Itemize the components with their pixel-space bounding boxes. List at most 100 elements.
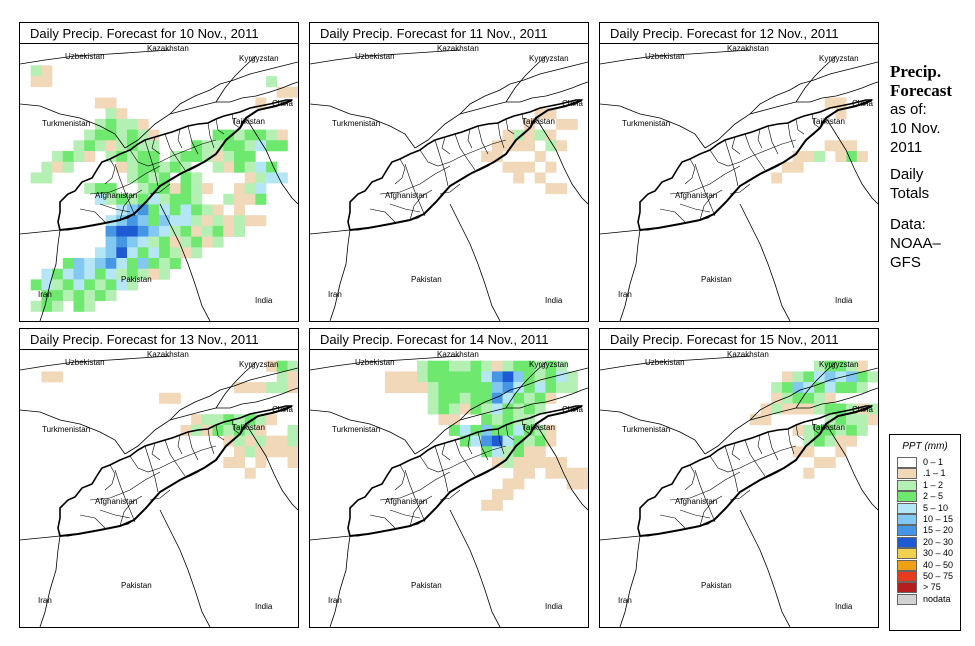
precip-cell <box>276 140 288 152</box>
afghanistan-border <box>57 405 292 537</box>
precip-cell <box>159 258 171 269</box>
precip-cell <box>513 446 525 458</box>
precip-cell <box>276 382 288 394</box>
province-border <box>767 431 779 461</box>
precip-cell <box>491 371 503 383</box>
precip-cell <box>180 215 192 227</box>
precip-cell <box>792 392 804 404</box>
precip-cell <box>459 382 471 394</box>
precip-cell <box>566 467 578 479</box>
precip-cell <box>212 236 224 248</box>
precip-cell <box>62 279 74 291</box>
precip-cell <box>116 215 128 227</box>
precip-cell <box>255 457 267 468</box>
precip-cell <box>534 360 546 372</box>
country-border <box>215 361 257 409</box>
precip-cell <box>201 204 213 216</box>
precip-cell <box>287 457 298 468</box>
precip-cell <box>266 382 278 394</box>
precip-cell <box>105 183 117 195</box>
precip-cell <box>159 392 171 404</box>
precip-cell <box>255 414 267 426</box>
precip-cell <box>856 424 868 436</box>
country-border <box>124 389 221 455</box>
precip-cell <box>438 382 450 394</box>
country-label-turkmenistan: Turkmenistan <box>332 425 380 434</box>
precip-cell <box>395 382 407 394</box>
precip-cell <box>234 161 245 173</box>
country-border <box>509 367 588 391</box>
precip-cell <box>159 161 171 173</box>
precip-cell <box>502 129 514 141</box>
legend-label: 20 – 30 <box>923 536 954 547</box>
precip-cell <box>835 360 847 372</box>
legend-swatch <box>897 570 917 582</box>
precip-cell <box>234 193 245 205</box>
precip-cell <box>180 225 192 237</box>
country-border <box>414 83 511 149</box>
country-label-turkmenistan: Turkmenistan <box>42 425 90 434</box>
precip-cell <box>234 414 245 426</box>
precip-cell <box>105 140 117 152</box>
legend-swatch <box>897 536 917 548</box>
precip-cell <box>148 247 160 259</box>
precip-cell <box>223 225 235 237</box>
precip-cell <box>30 279 42 291</box>
precip-cell <box>459 435 471 447</box>
precip-cell <box>94 258 106 269</box>
precip-cell <box>244 140 256 152</box>
legend-item: nodata <box>890 593 960 605</box>
precip-cell <box>814 371 825 383</box>
country-label-tajikistan: Tajikistan <box>232 117 265 126</box>
legend-item: 10 – 15 <box>890 513 960 525</box>
precip-cell <box>41 65 53 77</box>
precip-cell <box>105 279 117 291</box>
country-border <box>849 81 878 93</box>
province-border <box>659 514 686 529</box>
precip-cell <box>255 161 267 173</box>
precip-cell <box>781 382 793 394</box>
legend-label: .1 – 1 <box>923 468 946 479</box>
province-border <box>89 165 161 195</box>
precip-cell <box>84 258 96 269</box>
province-border <box>369 208 396 223</box>
precip-cell <box>180 151 192 162</box>
country-border <box>310 103 416 149</box>
precip-cell <box>159 236 171 248</box>
precip-cell <box>803 467 815 479</box>
precip-cell <box>191 225 203 237</box>
country-border <box>310 355 461 371</box>
precip-cell <box>814 424 825 436</box>
precip-cell <box>30 76 42 88</box>
precip-cell <box>835 151 847 162</box>
precip-cell <box>137 247 149 259</box>
precip-cell <box>534 435 546 447</box>
precip-cell <box>191 151 203 162</box>
precip-cell <box>244 129 256 141</box>
precip-cell <box>449 371 461 383</box>
province-border <box>767 125 779 155</box>
precip-cell <box>159 204 171 216</box>
precip-cell <box>449 403 461 415</box>
precip-cell <box>491 360 503 372</box>
legend-item: 50 – 75 <box>890 570 960 582</box>
precip-cell <box>566 382 578 394</box>
precip-cell <box>137 236 149 248</box>
country-border <box>20 355 171 371</box>
legend-title: PPT (mm) <box>902 441 948 452</box>
country-border <box>310 409 416 455</box>
precip-cell <box>234 424 245 436</box>
legend-swatch <box>897 491 917 503</box>
country-border <box>799 367 878 391</box>
country-label-kyrgyzstan: Kyrgyzstan <box>819 360 859 369</box>
precip-cell <box>73 300 85 312</box>
precip-cell <box>159 225 171 237</box>
precip-cell <box>127 236 138 248</box>
province-border <box>669 471 741 501</box>
sidebar-totals-line1: Daily <box>890 166 924 183</box>
precip-cell <box>191 215 203 227</box>
precip-cell <box>513 403 525 415</box>
precip-cell <box>824 457 836 468</box>
precip-cell <box>127 225 138 237</box>
country-border <box>559 387 588 399</box>
